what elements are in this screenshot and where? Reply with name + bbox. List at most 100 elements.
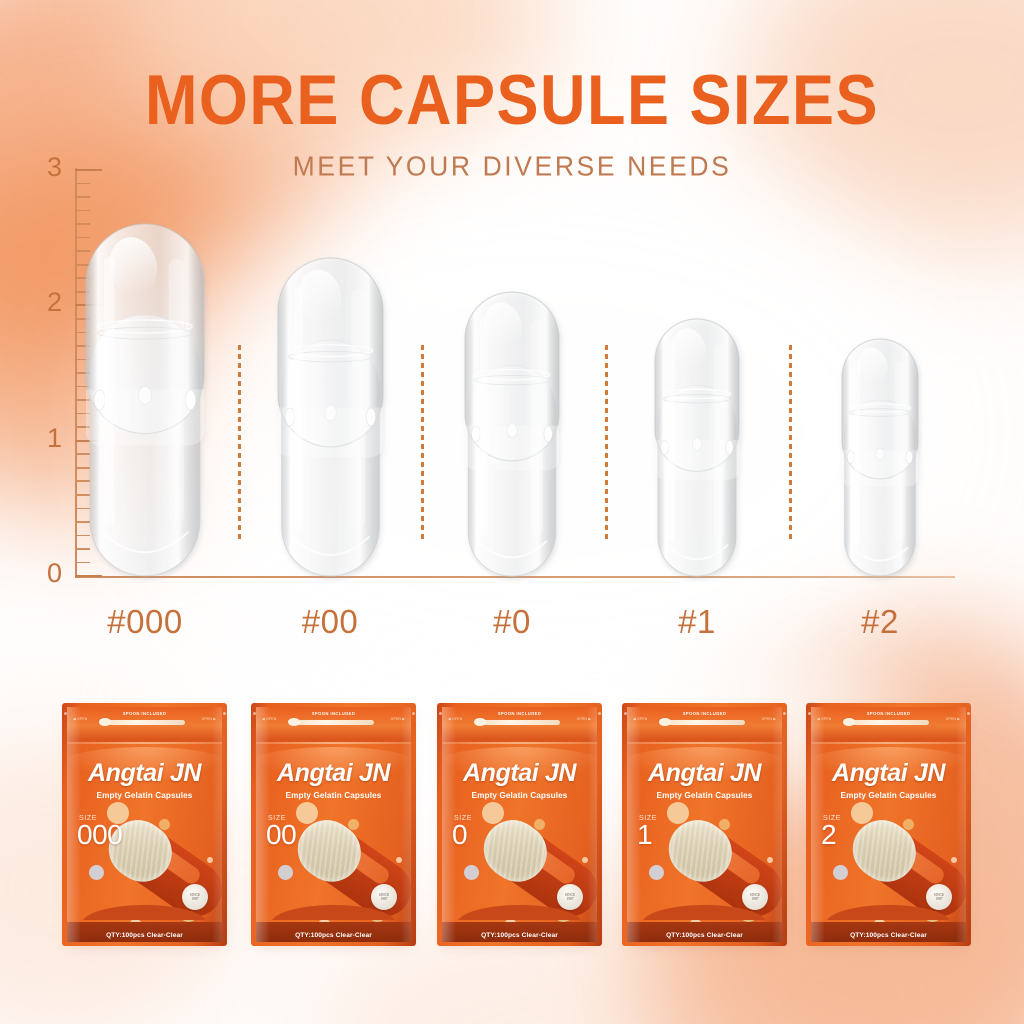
product-package[interactable]: Angtai JN Empty Gelatin Capsules SIZE 2 … [806,703,971,946]
decorative-dot [159,819,170,830]
y-tick-minor [75,480,90,483]
capsule-size-label: #1 [678,603,716,640]
capsule-size-000 [80,219,212,585]
y-tick-minor [75,507,90,510]
decorative-dot [278,865,293,880]
y-tick-minor [75,182,90,185]
package-sheen [811,747,966,783]
size-word-label: SIZE [79,815,97,822]
size-word-label: SIZE [639,815,657,822]
tear-notch-right [782,712,786,715]
x-axis-baseline [75,576,955,578]
tear-notch-left [438,712,442,715]
y-tick-minor [75,521,90,523]
capsule-size-label: #00 [301,603,359,640]
open-label-left: ◀ OPEN [817,717,832,721]
y-tick-minor [75,196,90,198]
tear-notch-left [807,712,811,715]
package-sheen [67,747,222,783]
tear-notch-right [597,712,601,715]
y-tick-minor [75,372,90,374]
brand-name: Angtai JN [276,759,391,787]
brand-name: Angtai JN [462,759,577,787]
open-label-right: OPEN ▶ [576,717,591,721]
package-body: Angtai JN Empty Gelatin Capsules SIZE 00… [251,703,416,946]
open-label-left: ◀ OPEN [448,717,463,721]
quantity-label: QTY:100pcs Clear-Clear [481,932,558,939]
package-body: Angtai JN Empty Gelatin Capsules SIZE 2 … [806,703,971,946]
package-bottom-band [256,922,411,942]
size-word-label: SIZE [454,815,472,822]
package-sheen [256,747,411,783]
brand-name: Angtai JN [87,759,202,787]
size-word-label: SIZE [823,815,841,822]
product-package[interactable]: Angtai JN Empty Gelatin Capsules SIZE 0 … [437,703,602,946]
zipper-strip[interactable]: SPOON INCLUDED ◀ OPEN OPEN ▶ [67,707,222,742]
y-tick-major [75,169,102,171]
decorative-dot [719,819,730,830]
spoon-included-text: SPOON INCLUDED [497,710,542,716]
y-tick-minor [75,453,90,455]
quantity-label: QTY:100pcs Clear-Clear [295,932,372,939]
product-package[interactable]: Angtai JN Empty Gelatin Capsules SIZE 00… [62,703,227,946]
open-label-right: OPEN ▶ [945,717,960,721]
quantity-label: QTY:100pcs Clear-Clear [106,932,183,939]
tear-notch-left [623,712,627,715]
decorative-dot [951,857,957,863]
tear-notch-right [966,712,970,715]
package-body: Angtai JN Empty Gelatin Capsules SIZE 1 … [622,703,787,946]
open-label-right: OPEN ▶ [201,717,216,721]
y-tick-minor [75,358,90,361]
capsule-size-label: #2 [861,603,899,640]
zipper-strip[interactable]: SPOON INCLUDED ◀ OPEN OPEN ▶ [627,707,782,742]
decorative-dot [534,819,545,830]
spoon-icon [474,717,560,727]
size-number: 0 [452,819,468,850]
y-tick-minor [75,331,90,334]
zipper-strip[interactable]: SPOON INCLUDED ◀ OPEN OPEN ▶ [811,707,966,742]
decorative-dot [396,857,402,863]
decorative-dot [582,857,588,863]
y-tick-minor [75,561,90,564]
open-label-right: OPEN ▶ [761,717,776,721]
y-tick-minor [75,209,90,212]
zipper-strip[interactable]: SPOON INCLUDED ◀ OPEN OPEN ▶ [442,707,597,742]
y-tick-minor [75,250,90,252]
quantity-label: QTY:100pcs Clear-Clear [850,932,927,939]
capsule-size-0 [459,287,567,585]
dotted-separator [237,345,241,540]
product-tagline: Empty Gelatin Capsules [656,791,753,800]
product-package[interactable]: Angtai JN Empty Gelatin Capsules SIZE 00… [251,703,416,946]
y-tick-minor [75,399,90,401]
decorative-dot [767,857,773,863]
tear-notch-right [222,712,226,715]
decorative-dot [464,865,479,880]
quantity-label: QTY:100pcs Clear-Clear [666,932,743,939]
y-tick-minor [75,345,90,347]
open-label-left: ◀ OPEN [262,717,277,721]
y-tick-minor [75,466,90,469]
capsule-size-label: #000 [107,603,183,640]
product-tagline: Empty Gelatin Capsules [471,791,568,800]
y-axis-label: 0 [46,558,62,588]
package-bottom-band [67,922,222,942]
decorative-dot [207,857,213,863]
y-tick-minor [75,426,90,428]
spoon-icon [288,717,374,727]
decorative-dot [89,865,104,880]
package-body: Angtai JN Empty Gelatin Capsules SIZE 0 … [437,703,602,946]
size-number: 00 [266,819,297,850]
decorative-dot [348,819,359,830]
spoon-included-text: SPOON INCLUDED [682,710,727,716]
product-package[interactable]: Angtai JN Empty Gelatin Capsules SIZE 1 … [622,703,787,946]
y-axis-label: 1 [46,422,62,453]
y-tick-minor [75,223,90,225]
page-subtitle: MEET YOUR DIVERSE NEEDS [292,150,732,182]
y-tick-minor [75,318,90,320]
package-body: Angtai JN Empty Gelatin Capsules SIZE 00… [62,703,227,946]
product-tagline: Empty Gelatin Capsules [285,791,382,800]
dotted-separator [421,345,424,540]
zipper-strip[interactable]: SPOON INCLUDED ◀ OPEN OPEN ▶ [256,707,411,742]
size-number: 000 [77,819,123,850]
